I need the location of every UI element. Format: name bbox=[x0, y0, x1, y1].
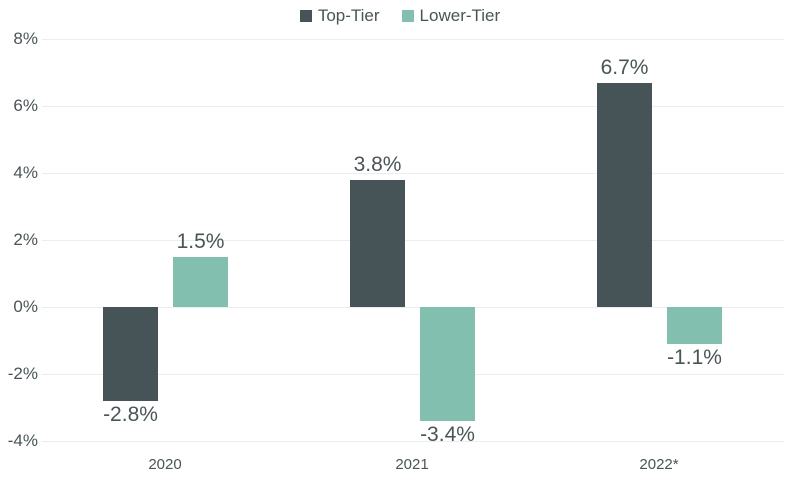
legend-swatch-top-tier bbox=[299, 10, 312, 22]
data-label: 1.5% bbox=[176, 229, 225, 253]
gridline bbox=[42, 39, 784, 41]
legend-swatch-lower-tier bbox=[401, 10, 414, 22]
gridline bbox=[42, 106, 784, 108]
y-tick-label: 6% bbox=[13, 96, 38, 116]
gridline bbox=[42, 440, 784, 442]
gridline bbox=[42, 173, 784, 175]
bar-lower-tier-2020 bbox=[173, 256, 228, 307]
gridline bbox=[42, 373, 784, 375]
x-tick-label: 2021 bbox=[395, 456, 429, 473]
x-tick-label: 2022* bbox=[639, 456, 679, 473]
legend-label: Top-Tier bbox=[317, 6, 380, 25]
chart-legend: Top-Tier Lower-Tier bbox=[0, 6, 800, 26]
bar-top-tier-2021 bbox=[350, 179, 405, 307]
y-tick-label: -2% bbox=[7, 363, 38, 383]
data-label: 3.8% bbox=[353, 152, 402, 176]
y-tick-label: 8% bbox=[13, 29, 38, 49]
gridline bbox=[42, 240, 784, 242]
legend-item-top-tier: Top-Tier bbox=[299, 6, 380, 26]
x-tick-label: 2020 bbox=[148, 456, 182, 473]
y-tick-label: 2% bbox=[13, 230, 38, 250]
data-label: -3.4% bbox=[420, 422, 475, 446]
bar-lower-tier-2021 bbox=[420, 307, 475, 421]
data-label: -2.8% bbox=[103, 402, 158, 426]
gridline bbox=[42, 307, 784, 308]
data-label: 6.7% bbox=[600, 55, 649, 79]
data-label: -1.1% bbox=[667, 345, 722, 369]
bar-top-tier-2022 bbox=[597, 82, 652, 307]
bar-lower-tier-2022 bbox=[667, 307, 722, 344]
legend-item-lower-tier: Lower-Tier bbox=[401, 6, 501, 26]
bar-top-tier-2020 bbox=[103, 307, 158, 401]
y-tick-label: 4% bbox=[13, 163, 38, 183]
legend-label: Lower-Tier bbox=[419, 6, 501, 25]
y-tick-label: 0% bbox=[13, 297, 38, 316]
y-tick-label: -4% bbox=[7, 430, 38, 450]
